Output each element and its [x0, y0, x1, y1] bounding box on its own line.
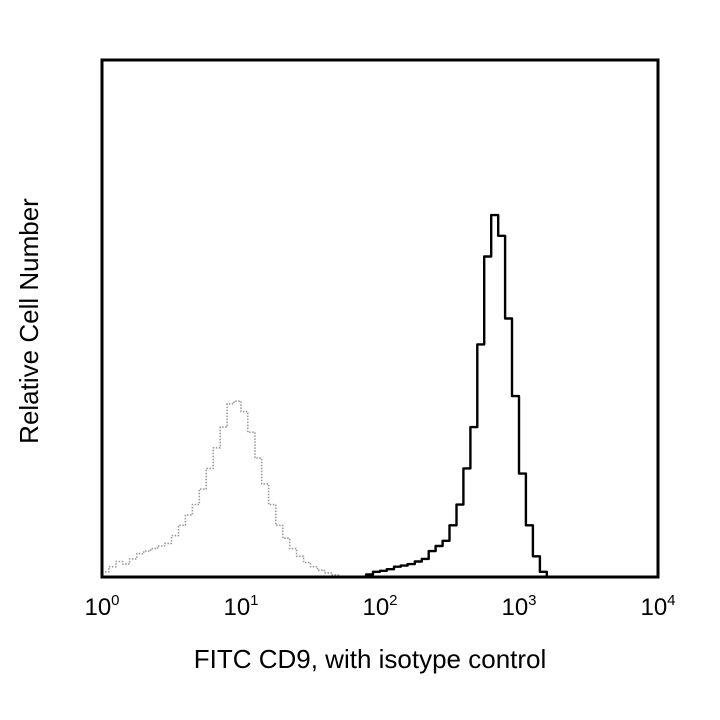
x-tick-label: 103: [501, 592, 536, 621]
x-axis-title: FITC CD9, with isotype control: [194, 644, 547, 674]
x-tick-labels: 100 101 102 103 104: [84, 592, 675, 621]
x-tick-label: 102: [362, 592, 397, 621]
cd9-series-line: [359, 213, 548, 579]
isotype-control-series-line: [102, 400, 340, 577]
y-axis-title: Relative Cell Number: [14, 198, 44, 444]
x-tick-label: 100: [84, 592, 119, 621]
plot-area: [102, 213, 548, 579]
x-tick-label: 104: [640, 592, 675, 621]
plot-frame: [100, 58, 660, 579]
x-tick-label: 101: [223, 592, 258, 621]
